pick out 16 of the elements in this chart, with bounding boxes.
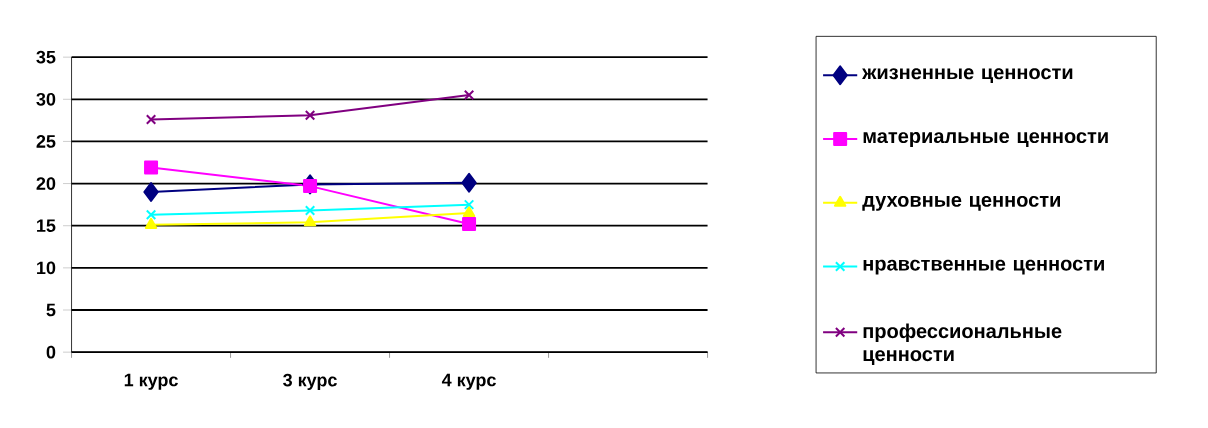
x-tick-label: 4 курс	[441, 373, 496, 390]
y-tick-label: 35	[36, 50, 56, 64]
y-tick-label: 10	[37, 261, 56, 275]
x-tick-label: 3 курс	[283, 373, 337, 391]
legend-label: профессиональные ценности	[863, 323, 1062, 365]
y-tick-label: 25	[36, 135, 56, 148]
legend-label: жизненные ценности	[862, 68, 1073, 84]
y-tick-label: 15	[37, 219, 56, 233]
legend-label: материальные ценности	[863, 132, 1108, 148]
x-tick-label: 1 курс	[124, 373, 178, 390]
legend-label: духовные ценности	[862, 195, 1060, 211]
legend-label: нравственные ценности	[863, 259, 1104, 275]
y-tick-label: 5	[46, 303, 56, 317]
y-tick-label: 30	[36, 92, 56, 106]
y-tick-label: 0	[46, 345, 56, 359]
y-tick-label: 20	[36, 177, 56, 190]
